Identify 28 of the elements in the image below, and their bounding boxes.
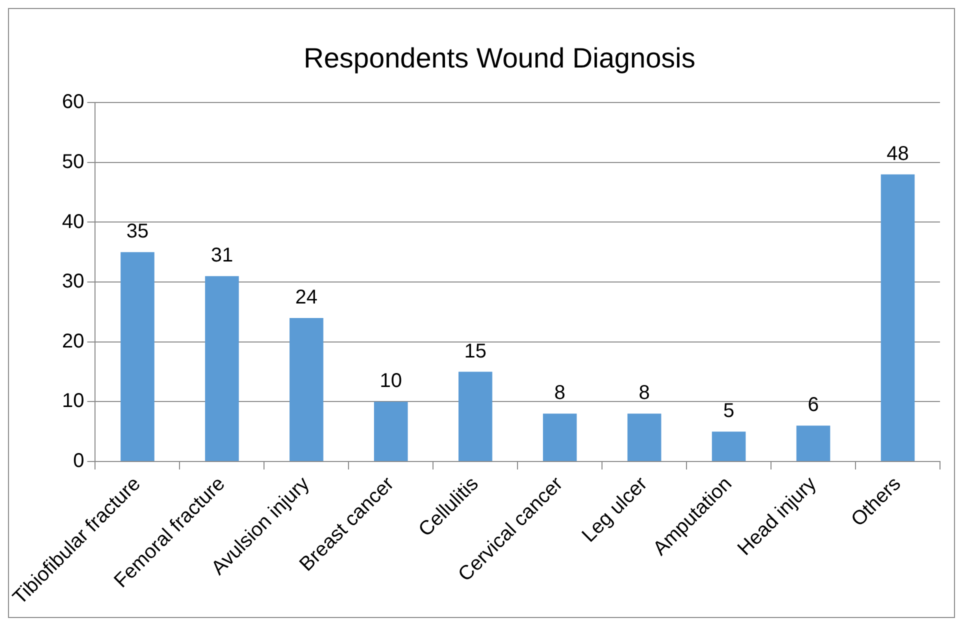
- bar: [627, 414, 662, 462]
- data-label: 10: [380, 370, 402, 392]
- data-label: 8: [554, 382, 566, 404]
- bar: [120, 252, 154, 462]
- bar: [542, 414, 577, 462]
- y-tick-label: 60: [62, 91, 84, 114]
- data-label: 15: [464, 340, 487, 362]
- bar: [290, 318, 324, 462]
- y-tick-label: 40: [62, 210, 84, 233]
- bar: [205, 276, 239, 462]
- bar: [712, 432, 746, 462]
- data-label: 35: [126, 220, 149, 243]
- y-tick-label: 10: [62, 390, 84, 412]
- data-label: 6: [808, 394, 819, 416]
- data-label: 24: [295, 286, 318, 308]
- y-tick-label: 50: [62, 150, 84, 173]
- data-label: 48: [886, 142, 909, 165]
- y-tick-label: 20: [62, 330, 84, 352]
- bar: [374, 402, 408, 462]
- data-label: 8: [638, 382, 650, 404]
- data-label: 31: [210, 244, 234, 267]
- data-label: 5: [723, 400, 734, 422]
- bar: [880, 174, 915, 462]
- bar: [796, 426, 830, 462]
- chart-title: Respondents Wound Diagnosis: [304, 42, 696, 74]
- y-tick-label: 0: [73, 450, 84, 472]
- bar: [458, 372, 492, 462]
- y-tick-label: 30: [62, 270, 84, 293]
